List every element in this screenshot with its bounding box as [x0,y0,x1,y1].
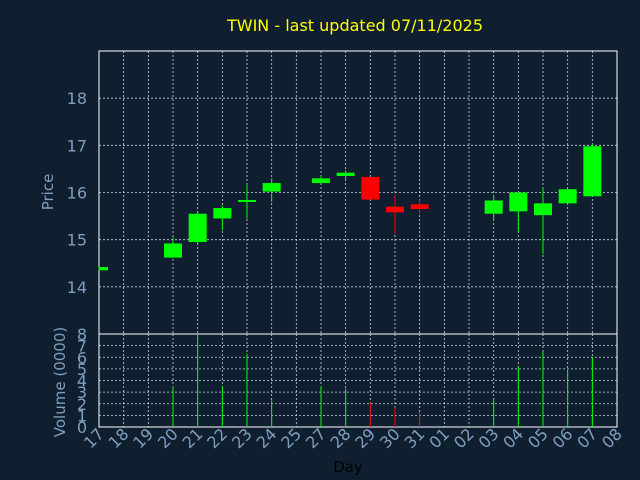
candle-body [534,203,552,216]
x-tick-label: 31 [401,424,429,452]
price-tick-label: 14 [67,278,87,297]
price-tick-label: 15 [67,231,87,250]
x-tick-label: 05 [524,424,552,452]
x-tick-label: 24 [253,424,281,452]
volume-tick-label: 0 [77,418,87,437]
candle-body [484,200,503,214]
x-tick-label: 02 [450,424,478,452]
candle-body [410,204,429,210]
volume-tick-label: 7 [77,337,87,356]
candle-body [213,208,232,219]
x-tick-labels: 1718192021222324252728293031010203040506… [80,424,626,452]
volume-tick-label: 4 [77,372,87,391]
candle-body [558,189,577,204]
x-tick-label: 21 [179,424,207,452]
volume-tick-label: 2 [77,395,87,414]
candle-body [99,267,108,271]
candle-body [164,243,182,258]
x-tick-label: 03 [475,424,503,452]
x-tick-label: 18 [105,424,133,452]
candle-body [312,178,330,184]
volume-tick-label: 8 [77,325,87,344]
price-tick-label: 18 [67,89,87,108]
x-tick-label: 19 [129,424,157,452]
x-tick-label: 01 [425,424,453,452]
x-tick-label: 27 [302,424,330,452]
candle-body [262,183,281,192]
candle-body [386,206,404,213]
chart-title: TWIN - last updated 07/11/2025 [226,16,483,35]
x-axis-title: Day [333,458,363,476]
x-tick-label: 20 [154,424,182,452]
candle-body [336,172,355,176]
volume-tick-label: 5 [77,360,87,379]
x-tick-label: 04 [499,424,527,452]
x-tick-label: 08 [598,424,626,452]
x-tick-label: 29 [351,424,379,452]
candle-body [238,199,256,202]
volume-frame [98,333,618,428]
volume-axis-title: Volume (0000) [51,327,69,437]
volume-tick-label: 1 [77,406,87,425]
x-tick-label: 28 [327,424,355,452]
x-tick-label: 23 [228,424,256,452]
x-tick-label: 22 [203,424,231,452]
price-tick-label: 17 [67,136,87,155]
volume-tick-label: 3 [77,383,87,402]
price-axis-title: Price [39,174,57,211]
price-tick-label: 16 [67,184,87,203]
x-tick-label: 06 [549,424,577,452]
candle-body [361,176,380,200]
x-tick-label: 25 [277,424,305,452]
candle-body [583,146,602,197]
x-tick-label: 30 [376,424,404,452]
candle-body [509,192,528,212]
x-tick-label: 07 [573,424,601,452]
candle-body [188,213,207,243]
price-panel: 14 15 16 17 18 [67,50,618,335]
volume-tick-label: 6 [77,348,87,367]
